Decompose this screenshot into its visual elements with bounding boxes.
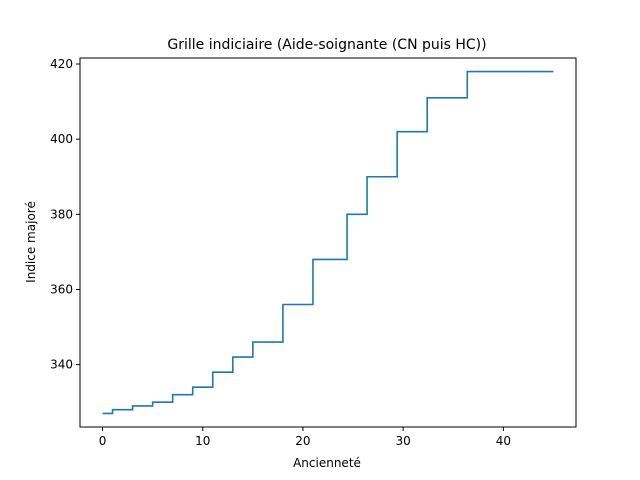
y-axis: 340 360 380 400 420 xyxy=(50,57,80,372)
y-axis-label: Indice majoré xyxy=(24,201,38,283)
x-tick-label: 30 xyxy=(396,434,411,448)
y-tick-label: 420 xyxy=(50,57,73,71)
x-axis-label: Ancienneté xyxy=(293,456,361,470)
x-tick-label: 0 xyxy=(99,434,107,448)
series-line xyxy=(102,70,554,415)
x-tick-label: 10 xyxy=(195,434,210,448)
x-tick-label: 20 xyxy=(295,434,310,448)
series-layer xyxy=(102,70,554,415)
y-tick-label: 400 xyxy=(50,132,73,146)
y-tick-label: 340 xyxy=(50,358,73,372)
chart-title: Grille indiciaire (Aide-soignante (CN pu… xyxy=(167,37,486,53)
x-tick-label: 40 xyxy=(496,434,511,448)
x-axis: 0 10 20 30 40 xyxy=(99,427,511,448)
y-tick-label: 360 xyxy=(50,282,73,296)
y-tick-label: 380 xyxy=(50,207,73,221)
plot-frame xyxy=(79,57,577,428)
